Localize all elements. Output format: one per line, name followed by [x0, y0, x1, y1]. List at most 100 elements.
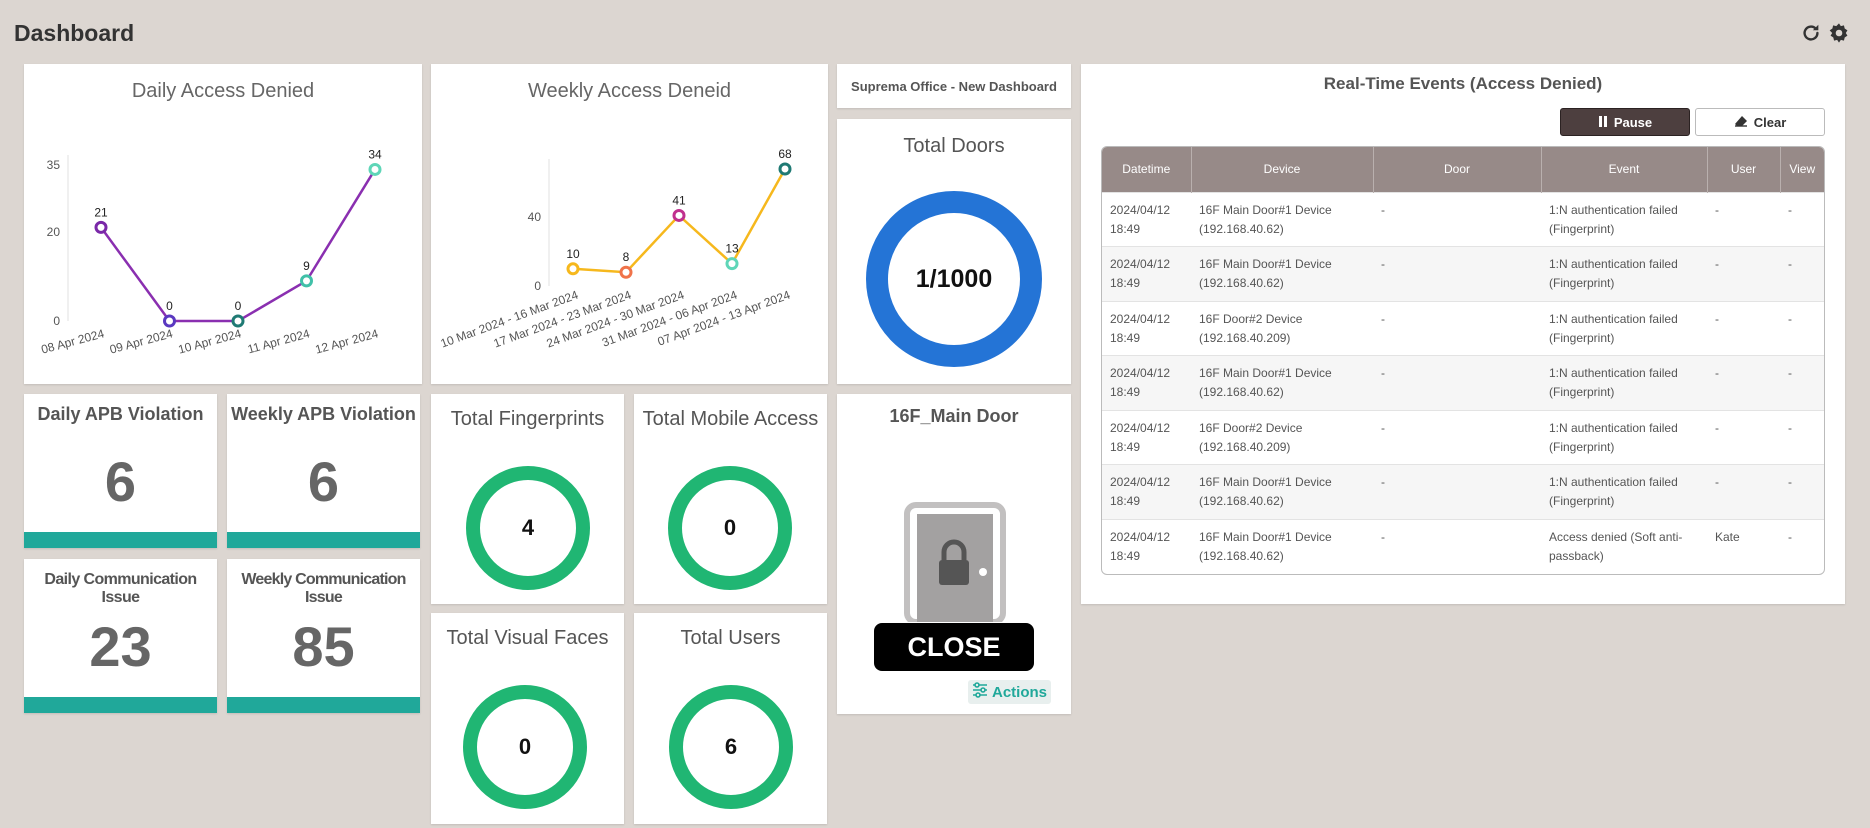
actions-button[interactable]: Actions — [967, 680, 1051, 704]
col-door[interactable]: Door — [1373, 147, 1542, 192]
cell-event-line1: 1:N authentication failed — [1549, 366, 1678, 380]
table-row[interactable]: 2024/04/12 18:49 16F Door#2 Device (192.168… — [1102, 300, 1824, 356]
eraser-icon — [1734, 115, 1748, 130]
cell-device-name: 16F Door#2 Device — [1199, 420, 1303, 435]
cell-device-name: 16F Main Door#1 Device — [1199, 366, 1332, 380]
cell-door: - — [1373, 355, 1541, 410]
y-tick-label: 0 — [534, 279, 541, 293]
cell-door: - — [1373, 300, 1541, 356]
cell-door: - — [1373, 191, 1541, 247]
office-label: Suprema Office - New Dashboard — [851, 78, 1057, 94]
cell-user: Kate — [1707, 518, 1780, 574]
refresh-icon[interactable] — [1800, 22, 1822, 49]
events-table: Datetime Device Door Event User View 202… — [1102, 147, 1824, 574]
door-widget-title: 16F_Main Door — [889, 406, 1019, 426]
table-row[interactable]: 2024/04/12 18:49 16F Main Door#1 Device (19… — [1102, 355, 1824, 410]
stat-bar — [24, 532, 217, 548]
data-label: 8 — [623, 250, 630, 264]
cell-event-line1: 1:N authentication failed — [1549, 420, 1678, 435]
cell-event-line2: (Fingerprint) — [1549, 439, 1615, 454]
cell-date: 2024/04/12 — [1110, 420, 1171, 435]
weekly-chart-title: Weekly Access Deneid — [527, 80, 732, 102]
cell-date: 2024/04/12 — [1110, 311, 1171, 326]
cell-user: - — [1707, 355, 1780, 410]
cell-event: 1:N authentication failed (Fingerprint) — [1541, 246, 1707, 301]
pause-icon — [1598, 115, 1608, 130]
cell-time: 18:49 — [1110, 276, 1141, 290]
col-datetime[interactable]: Datetime — [1102, 147, 1192, 192]
total-fingerprints-card: Total Fingerprints 4 — [431, 394, 624, 604]
y-tick-label: 35 — [47, 158, 61, 172]
cell-device: 16F Main Door#1 Device (192.168.40.62) — [1191, 518, 1373, 574]
cell-view[interactable]: - — [1780, 518, 1824, 574]
data-label: 41 — [672, 193, 686, 207]
daily-chart-title: Daily Access Denied — [131, 80, 315, 102]
page-title: Dashboard — [14, 20, 135, 46]
col-view[interactable]: View — [1780, 147, 1824, 192]
stat-card-daily-comm: Daily Communication Issue 23 — [24, 559, 217, 713]
col-user[interactable]: User — [1707, 147, 1781, 192]
cell-event: 1:N authentication failed (Fingerprint) — [1541, 355, 1707, 410]
data-point — [725, 257, 739, 271]
cell-event: Access denied (Soft anti-passback) — [1541, 518, 1707, 574]
cell-device: 16F Main Door#1 Device (192.168.40.62) — [1191, 464, 1373, 519]
cell-time: 18:49 — [1110, 494, 1141, 508]
cell-view[interactable]: - — [1780, 246, 1824, 301]
cell-time: 18:49 — [1110, 221, 1141, 236]
door-status-badge: CLOSE — [874, 623, 1034, 671]
cell-view[interactable]: - — [1780, 464, 1824, 519]
header-actions — [1800, 22, 1850, 49]
data-point — [163, 314, 176, 328]
table-row[interactable]: 2024/04/12 18:49 16F Main Door#1 Device (19… — [1102, 191, 1824, 247]
cell-device-name: 16F Main Door#1 Device — [1199, 202, 1332, 217]
pause-button[interactable]: Pause — [1560, 108, 1690, 136]
total-doors-ring: 1/1000 — [866, 191, 1042, 367]
table-row[interactable]: 2024/04/12 18:49 16F Main Door#1 Device (19… — [1102, 246, 1824, 301]
gear-icon[interactable] — [1828, 22, 1850, 49]
realtime-events-card: Real-Time Events (Access Denied) Pause C… — [1081, 64, 1845, 604]
cell-view[interactable]: - — [1780, 191, 1824, 247]
cell-event-line2: passback) — [1549, 548, 1604, 563]
stat-title: Weekly Communication Issue — [241, 571, 406, 606]
clear-button[interactable]: Clear — [1695, 108, 1825, 136]
table-row[interactable]: 2024/04/12 18:49 16F Door#2 Device (192.168… — [1102, 409, 1824, 465]
data-label: 13 — [725, 242, 739, 256]
cell-device-ip: (192.168.40.62) — [1199, 494, 1284, 508]
ring-title: Total Mobile Access — [642, 408, 819, 430]
col-event[interactable]: Event — [1541, 147, 1708, 192]
ring-title: Total Visual Faces — [446, 627, 609, 649]
office-label-card: Suprema Office - New Dashboard — [837, 64, 1071, 108]
cell-door: - — [1373, 464, 1541, 519]
y-tick-label: 20 — [47, 225, 61, 239]
cell-device: 16F Door#2 Device (192.168.40.209) — [1191, 409, 1373, 465]
cell-door: - — [1373, 409, 1541, 465]
stat-value: 6 — [307, 450, 340, 513]
cell-datetime: 2024/04/12 18:49 — [1102, 355, 1191, 410]
cell-view[interactable]: - — [1780, 409, 1824, 465]
col-device[interactable]: Device — [1191, 147, 1374, 192]
ring-value: 0 — [723, 515, 737, 540]
table-row[interactable]: 2024/04/12 18:49 16F Main Door#1 Device (19… — [1102, 464, 1824, 519]
data-label: 9 — [303, 259, 310, 273]
data-label: 0 — [166, 299, 173, 313]
data-point — [566, 262, 580, 276]
cell-time: 18:49 — [1110, 548, 1141, 563]
data-point — [672, 208, 686, 222]
cell-device-name: 16F Door#2 Device — [1199, 311, 1303, 326]
daily-access-denied-card: Daily Access Denied 0 20 35 21 0 0 9 34 08 Apr 2… — [24, 64, 422, 384]
cell-event-line1: 1:N authentication failed — [1549, 257, 1678, 271]
cell-date: 2024/04/12 — [1110, 529, 1171, 544]
total-visual-faces-card: Total Visual Faces 0 — [431, 613, 624, 824]
cell-event-line1: 1:N authentication failed — [1549, 202, 1678, 217]
cell-event: 1:N authentication failed (Fingerprint) — [1541, 300, 1707, 356]
cell-view[interactable]: - — [1780, 355, 1824, 410]
ring-title: Total Fingerprints — [450, 408, 605, 430]
cell-view[interactable]: - — [1780, 300, 1824, 356]
total-users-card: Total Users 6 — [634, 613, 827, 824]
table-row[interactable]: 2024/04/12 18:49 16F Main Door#1 Device (19… — [1102, 518, 1824, 574]
data-point — [300, 274, 313, 288]
stat-value: 23 — [89, 615, 152, 678]
cell-device: 16F Door#2 Device (192.168.40.209) — [1191, 300, 1373, 356]
data-label: 34 — [368, 147, 382, 161]
stat-card-weekly-comm: Weekly Communication Issue 85 — [227, 559, 420, 713]
